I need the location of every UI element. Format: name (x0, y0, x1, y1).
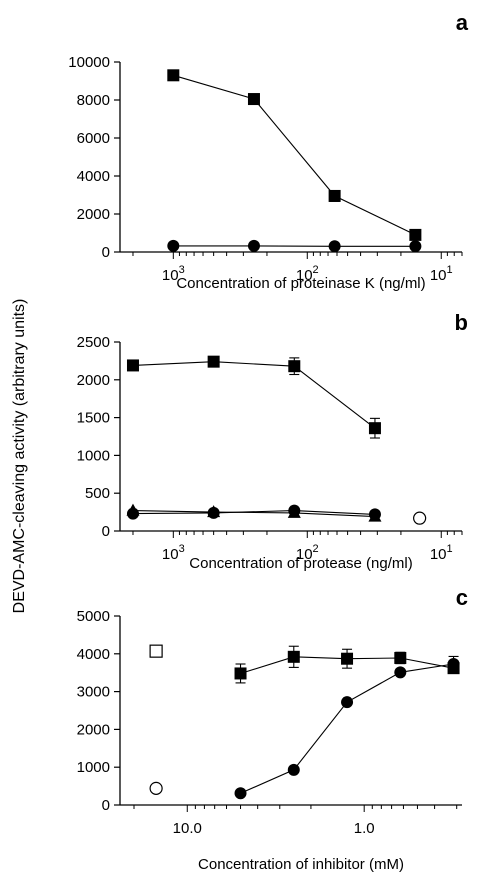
data-point-square (368, 422, 381, 435)
data-point-circle (126, 507, 139, 520)
data-point-square (234, 667, 247, 680)
data-point-circle (394, 666, 407, 679)
panel-letter: c (456, 585, 468, 610)
series-line (132, 510, 376, 515)
series-line (132, 361, 376, 429)
data-point-circle (287, 763, 300, 776)
y-tick-label: 0 (102, 244, 110, 261)
y-tick-label: 1000 (77, 447, 110, 464)
data-point-circle (247, 239, 260, 252)
data-point-square (287, 650, 300, 663)
panel-letter: a (456, 10, 469, 35)
panel-b: b 0 500 1000 1500 2000 2500 103 102 101 Concentrat… (77, 310, 468, 572)
y-tick-label: 2000 (77, 372, 110, 389)
data-point-circle (328, 240, 341, 253)
x-tick-label: 1.0 (354, 820, 375, 837)
x-tick-label: 102 (296, 264, 319, 284)
data-point-square (167, 69, 180, 82)
data-point-square (126, 359, 139, 372)
x-tick-label: 101 (430, 264, 453, 284)
data-point-circle (341, 696, 354, 709)
y-tick-label: 6000 (77, 130, 110, 147)
data-point-circle (167, 239, 180, 252)
y-tick-label: 10000 (68, 54, 110, 71)
data-point-circle (368, 508, 381, 521)
data-point-circle (447, 658, 460, 671)
data-point-circle (288, 504, 301, 517)
y-tick-label: 5000 (77, 608, 110, 625)
x-tick-label: 103 (162, 543, 185, 563)
y-tick-label: 8000 (77, 92, 110, 109)
x-axis-label: Concentration of inhibitor (mM) (198, 856, 404, 873)
y-tick-label: 3000 (77, 684, 110, 701)
x-tick-label: 103 (162, 264, 185, 284)
data-point-circle (234, 787, 247, 800)
data-point-open-circle (149, 781, 163, 795)
data-point-open-square (149, 644, 163, 658)
y-tick-label: 4000 (77, 168, 110, 185)
x-tick-label: 10.0 (173, 820, 202, 837)
data-point-square (394, 651, 407, 664)
series-line (240, 663, 454, 794)
series-line (173, 74, 416, 236)
x-tick-label: 102 (296, 543, 319, 563)
y-tick-label: 500 (85, 485, 110, 502)
data-point-open-circle (413, 511, 427, 525)
data-point-square (247, 93, 260, 106)
y-tick-label: 4000 (77, 646, 110, 663)
y-tick-label: 2500 (77, 334, 110, 351)
data-point-square (341, 652, 354, 665)
data-point-circle (409, 240, 422, 253)
y-tick-label: 1500 (77, 410, 110, 427)
data-point-square (409, 228, 422, 241)
data-point-square (328, 189, 341, 202)
y-axis-label: DEVD-AMC-cleaving activity (arbitrary un… (11, 299, 28, 614)
x-tick-label: 101 (430, 543, 453, 563)
data-point-square (288, 360, 301, 373)
y-tick-label: 2000 (77, 206, 110, 223)
x-axis-label: Concentration of proteinase K (ng/ml) (176, 275, 425, 292)
panel-letter: b (455, 310, 468, 335)
panel-a: a 0 2000 4000 6000 8000 10000 103 102 101 Concentr… (68, 10, 468, 292)
data-point-square (207, 355, 220, 368)
series-line (132, 510, 376, 518)
data-point-circle (207, 506, 220, 519)
panel-c: c 0 1000 2000 3000 4000 5000 10.0 1.0 Concentrati… (77, 585, 468, 873)
y-tick-label: 0 (102, 523, 110, 540)
y-tick-label: 2000 (77, 721, 110, 738)
y-tick-label: 1000 (77, 759, 110, 776)
x-axis-label: Concentration of protease (ng/ml) (189, 555, 412, 572)
y-tick-label: 0 (102, 797, 110, 814)
